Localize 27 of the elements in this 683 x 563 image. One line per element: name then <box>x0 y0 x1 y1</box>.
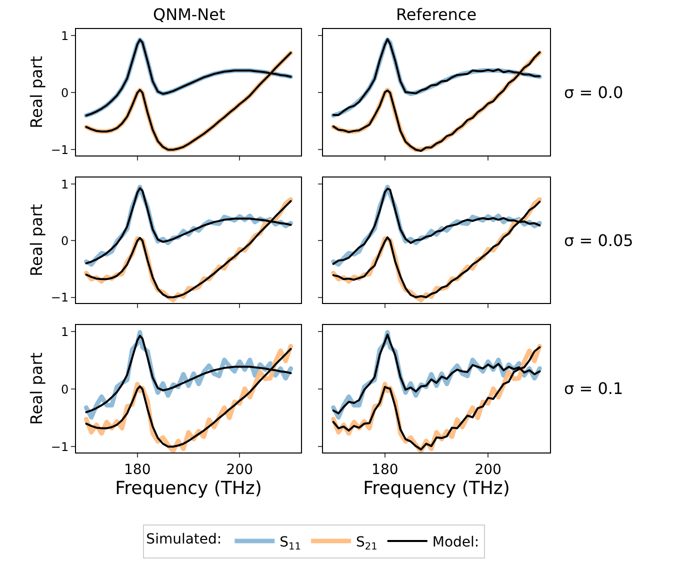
y-tick-label: 0 <box>60 382 69 396</box>
y-tick-label: −1 <box>50 142 69 157</box>
text: σ = 0.0 <box>564 83 624 102</box>
x-axis-title: Frequency (THz) <box>363 478 510 500</box>
legend-label: S$_{11}$ <box>280 534 302 552</box>
chart-title: Reference <box>396 5 477 24</box>
x-tick-label: 200 <box>474 462 502 478</box>
y-axis-title: Real part <box>26 352 46 425</box>
y-axis-title: Real part <box>26 56 46 128</box>
y-axis-title: Real part <box>26 204 46 276</box>
text: σ = 0.05 <box>564 231 634 250</box>
x-tick-label: 180 <box>124 462 151 478</box>
text: σ = 0.1 <box>564 379 624 398</box>
chart-title: QNM-Net <box>153 5 226 24</box>
y-tick-label: 0 <box>60 86 69 100</box>
x-tick-label: 200 <box>226 462 254 478</box>
legend-label: S$_{21}$ <box>356 534 378 552</box>
y-tick-label: 1 <box>60 324 69 339</box>
y-tick-label: −1 <box>50 440 69 454</box>
y-tick-label: 1 <box>60 177 69 192</box>
x-tick-label: 180 <box>372 462 398 478</box>
legend-title: Simulated: <box>146 532 222 548</box>
y-tick-label: 0 <box>60 234 69 248</box>
y-tick-label: −1 <box>50 290 69 304</box>
y-tick-label: 1 <box>60 28 69 43</box>
legend-label: Model: <box>432 534 480 550</box>
x-axis-title: Frequency (THz) <box>115 478 262 500</box>
